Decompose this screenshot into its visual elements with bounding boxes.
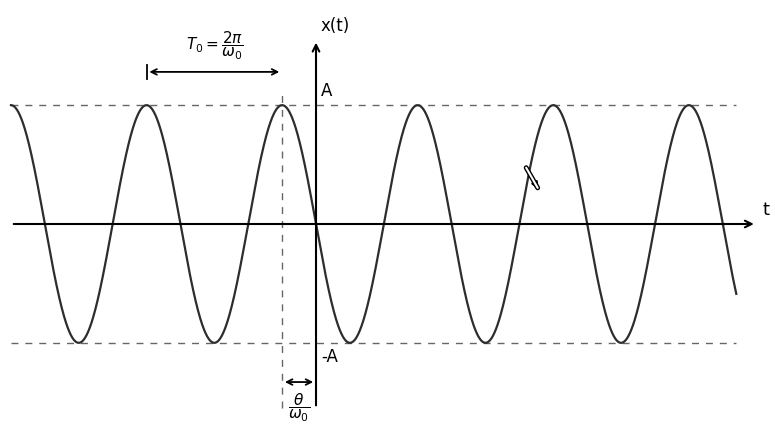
- Text: $\dfrac{\theta}{\omega_0}$: $\dfrac{\theta}{\omega_0}$: [288, 392, 310, 424]
- Text: x(t): x(t): [320, 17, 350, 35]
- Text: A: A: [321, 82, 332, 100]
- Text: -A: -A: [321, 348, 338, 366]
- Text: t: t: [762, 201, 769, 219]
- Text: $T_0 = \dfrac{2\pi}{\omega_0}$: $T_0 = \dfrac{2\pi}{\omega_0}$: [186, 30, 243, 62]
